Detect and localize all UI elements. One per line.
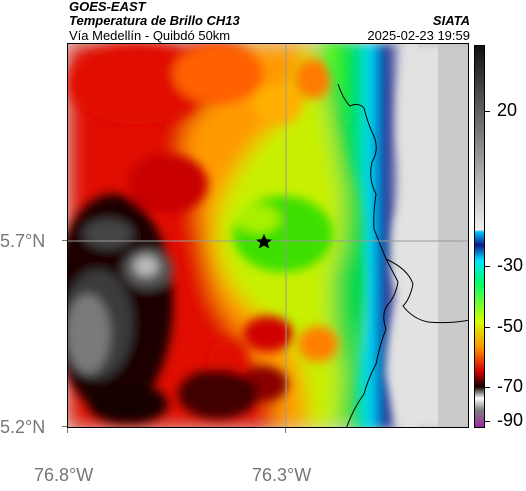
colorbar-canvas xyxy=(475,46,484,427)
coastal-band xyxy=(323,44,403,427)
star-marker xyxy=(256,234,272,249)
colorbar-tick-label: -70 xyxy=(497,376,524,396)
lon-tick-mark xyxy=(285,428,286,433)
colorbar xyxy=(474,45,485,428)
lat-tick-label: 5.7°N xyxy=(0,231,46,251)
map-canvas xyxy=(68,44,468,427)
lat-tick-mark xyxy=(62,240,67,241)
colorbar-tick-label: -50 xyxy=(497,316,524,336)
colorbar-tick-mark xyxy=(485,327,490,328)
lat-tick-mark xyxy=(62,426,67,427)
colorbar-tick-mark xyxy=(485,421,490,422)
lon-tick-label: 76.3°W xyxy=(252,465,312,485)
colorbar-tick-label: -30 xyxy=(497,255,524,275)
colorbar-gradient xyxy=(475,46,484,427)
colorbar-tick-mark xyxy=(485,111,490,112)
product-title: Temperatura de Brillo CH13 xyxy=(69,13,240,28)
border-line xyxy=(385,258,468,324)
clear-sky-edge xyxy=(438,44,468,427)
coastline xyxy=(337,83,399,427)
timestamp-label: 2025-02-23 19:59 xyxy=(367,28,470,43)
colorbar-tick-label: 20 xyxy=(497,100,518,120)
colorbar-tick-label: -90 xyxy=(497,410,524,430)
lat-tick-label: 5.2°N xyxy=(0,417,46,437)
lon-tick-mark xyxy=(67,428,68,433)
colorbar-tick-mark xyxy=(485,266,490,267)
brightness-temperature-map xyxy=(67,43,469,428)
satellite-title: GOES-EAST xyxy=(69,0,146,14)
colorbar-tick-mark xyxy=(485,387,490,388)
org-label: SIATA xyxy=(432,13,470,28)
lon-tick-label: 76.8°W xyxy=(34,465,94,485)
region-label: Vía Medellín - Quibdó 50km xyxy=(69,28,231,43)
